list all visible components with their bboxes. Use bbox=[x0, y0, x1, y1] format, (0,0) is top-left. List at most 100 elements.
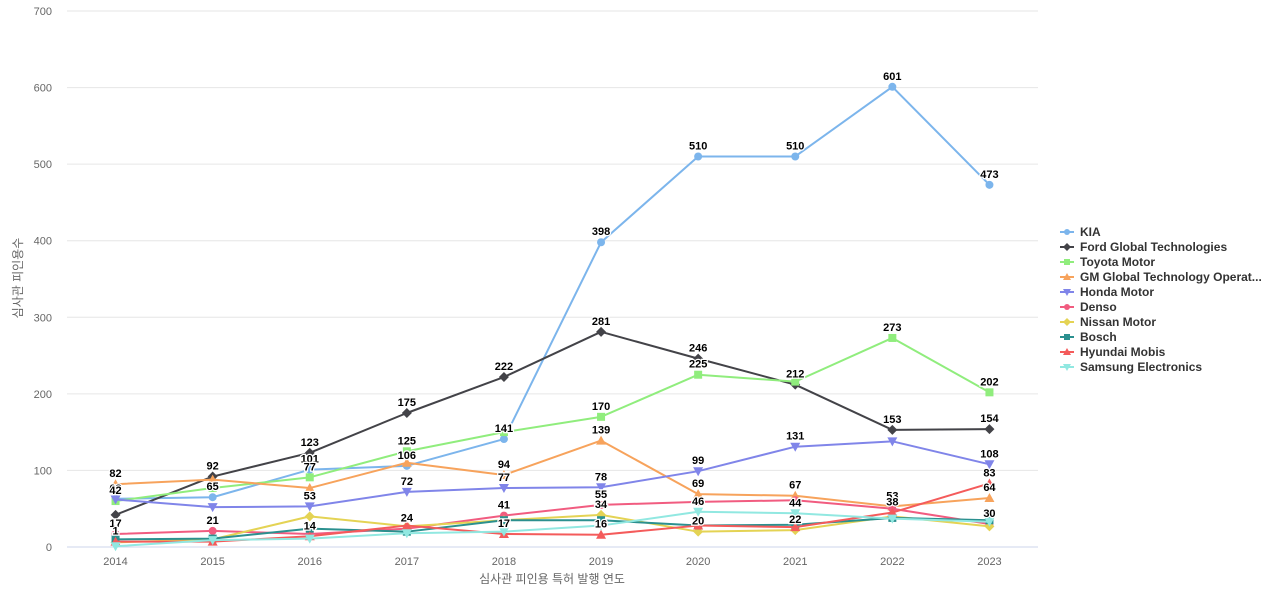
series-9[interactable] bbox=[110, 507, 995, 552]
data-point[interactable] bbox=[498, 372, 509, 383]
data-point[interactable] bbox=[597, 412, 606, 421]
data-point[interactable] bbox=[596, 529, 607, 539]
data-point[interactable] bbox=[693, 467, 704, 477]
data-point[interactable] bbox=[305, 524, 314, 533]
data-point[interactable] bbox=[499, 516, 508, 525]
series-2[interactable] bbox=[111, 333, 994, 506]
data-point[interactable] bbox=[596, 483, 607, 493]
series-0[interactable] bbox=[111, 82, 994, 503]
data-point[interactable] bbox=[304, 502, 315, 512]
data-point[interactable] bbox=[207, 474, 218, 484]
data-point[interactable] bbox=[888, 333, 897, 342]
series-line[interactable] bbox=[115, 499, 990, 535]
series-line[interactable] bbox=[115, 440, 990, 509]
legend-item[interactable]: Toyota Motor bbox=[1060, 254, 1275, 269]
data-point[interactable] bbox=[110, 542, 121, 552]
series-line[interactable] bbox=[115, 516, 990, 541]
data-point[interactable] bbox=[110, 509, 121, 520]
data-point[interactable] bbox=[596, 521, 607, 531]
data-point[interactable] bbox=[693, 353, 704, 364]
data-point[interactable] bbox=[888, 82, 897, 91]
data-point[interactable] bbox=[694, 497, 703, 506]
data-point[interactable] bbox=[110, 495, 121, 505]
data-point[interactable] bbox=[304, 483, 315, 493]
y-tick-label: 100 bbox=[34, 465, 52, 477]
data-point[interactable] bbox=[984, 424, 995, 435]
series-3[interactable] bbox=[110, 435, 995, 511]
legend-item[interactable]: Hyundai Mobis bbox=[1060, 344, 1275, 359]
series-line[interactable] bbox=[115, 513, 990, 544]
data-point[interactable] bbox=[693, 520, 704, 530]
data-point[interactable] bbox=[401, 457, 412, 467]
data-point[interactable] bbox=[887, 507, 898, 517]
data-point[interactable] bbox=[207, 536, 218, 546]
data-point[interactable] bbox=[401, 529, 412, 539]
data-point[interactable] bbox=[304, 534, 315, 544]
data-point[interactable] bbox=[693, 489, 704, 499]
data-point[interactable] bbox=[498, 484, 509, 494]
data-point[interactable] bbox=[110, 479, 121, 489]
series-line[interactable] bbox=[115, 336, 990, 503]
legend-item[interactable]: GM Global Technology Operat... bbox=[1060, 269, 1275, 284]
series-line[interactable] bbox=[115, 510, 990, 548]
legend-item[interactable]: Bosch bbox=[1060, 329, 1275, 344]
data-point[interactable] bbox=[401, 520, 412, 530]
data-point[interactable] bbox=[790, 522, 801, 532]
data-point[interactable] bbox=[984, 492, 995, 502]
data-point[interactable] bbox=[208, 484, 217, 493]
data-point[interactable] bbox=[596, 435, 607, 445]
data-point[interactable] bbox=[984, 478, 995, 488]
data-point[interactable] bbox=[984, 460, 995, 470]
legend-symbol-icon bbox=[1060, 363, 1074, 371]
legend-item[interactable]: Samsung Electronics bbox=[1060, 359, 1275, 374]
data-point[interactable] bbox=[694, 370, 703, 379]
legend[interactable]: KIA Ford Global Technologies Toyota Motor G… bbox=[1060, 224, 1275, 374]
data-point[interactable] bbox=[693, 507, 704, 517]
data-point[interactable] bbox=[305, 473, 314, 482]
data-point[interactable] bbox=[401, 487, 412, 497]
series-line[interactable] bbox=[115, 330, 990, 516]
data-point[interactable] bbox=[401, 408, 412, 418]
data-point[interactable] bbox=[790, 509, 801, 519]
data-point[interactable] bbox=[791, 152, 800, 161]
legend-symbol-icon bbox=[1060, 347, 1074, 355]
data-point[interactable] bbox=[791, 496, 800, 505]
data-point[interactable] bbox=[694, 152, 703, 161]
data-point[interactable] bbox=[985, 180, 994, 189]
legend-item[interactable]: Nissan Motor bbox=[1060, 314, 1275, 329]
data-point[interactable] bbox=[984, 517, 995, 527]
data-point[interactable] bbox=[596, 326, 607, 337]
data-label: 69 bbox=[692, 478, 704, 490]
data-point[interactable] bbox=[498, 527, 509, 537]
data-point[interactable] bbox=[208, 526, 217, 535]
data-point[interactable] bbox=[887, 424, 898, 435]
data-point[interactable] bbox=[208, 493, 217, 502]
data-point[interactable] bbox=[597, 516, 606, 525]
data-point[interactable] bbox=[499, 428, 508, 437]
data-point[interactable] bbox=[498, 470, 509, 480]
legend-item[interactable]: KIA bbox=[1060, 224, 1275, 239]
data-point[interactable] bbox=[305, 465, 314, 474]
data-point[interactable] bbox=[499, 435, 508, 444]
data-point[interactable] bbox=[887, 514, 898, 524]
data-point[interactable] bbox=[985, 388, 994, 397]
legend-item[interactable]: Honda Motor bbox=[1060, 284, 1275, 299]
legend-item[interactable]: Denso bbox=[1060, 299, 1275, 314]
data-point[interactable] bbox=[207, 503, 218, 513]
series-line[interactable] bbox=[115, 439, 990, 508]
data-label: 77 bbox=[498, 472, 510, 484]
data-point[interactable] bbox=[790, 442, 801, 452]
x-tick-label: 2015 bbox=[200, 556, 224, 568]
data-point[interactable] bbox=[402, 447, 411, 456]
series-4[interactable] bbox=[110, 437, 995, 513]
data-point[interactable] bbox=[304, 447, 315, 458]
data-point[interactable] bbox=[597, 500, 606, 509]
data-point[interactable] bbox=[791, 377, 800, 386]
series-1[interactable] bbox=[110, 326, 995, 520]
series-line[interactable] bbox=[115, 85, 991, 500]
legend-item[interactable]: Ford Global Technologies bbox=[1060, 239, 1275, 254]
data-point[interactable] bbox=[887, 437, 898, 447]
data-point[interactable] bbox=[597, 238, 606, 247]
data-point[interactable] bbox=[304, 511, 315, 522]
data-label: 72 bbox=[401, 476, 413, 488]
